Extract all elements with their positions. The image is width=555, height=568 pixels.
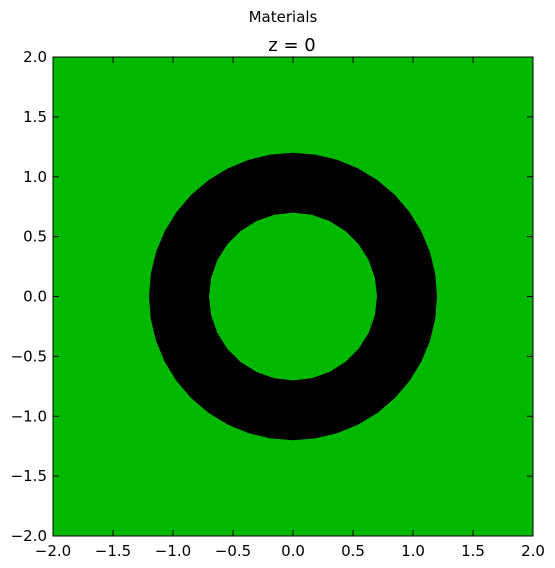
y-tick-label: −1.0 — [11, 407, 47, 425]
ring-material-region — [149, 152, 437, 441]
y-tick-label: 1.0 — [23, 168, 47, 186]
y-tick-label: 0.5 — [23, 228, 47, 246]
figure-suptitle: Materials — [249, 8, 318, 26]
x-tick-label: 2.0 — [521, 542, 545, 560]
x-tick-label: −0.5 — [215, 542, 251, 560]
x-tick-label: 1.5 — [461, 542, 485, 560]
y-tick-label: 1.5 — [23, 108, 47, 126]
plot-area — [53, 57, 533, 536]
y-tick-label: −0.5 — [11, 347, 47, 365]
x-tick-label: −2.0 — [35, 542, 71, 560]
x-tick-label: 1.0 — [401, 542, 425, 560]
background-material-region — [53, 57, 533, 536]
x-axis-ticks: −2.0 −1.5 −1.0 −0.5 0.0 0.5 1.0 1.5 2.0 — [35, 57, 545, 560]
x-tick-label: 0.0 — [281, 542, 305, 560]
x-tick-label: 0.5 — [341, 542, 365, 560]
y-tick-label: −2.0 — [11, 527, 47, 545]
y-tick-label: −1.5 — [11, 467, 47, 485]
y-tick-label: 0.0 — [23, 288, 47, 306]
axes-title: z = 0 — [268, 35, 315, 56]
x-tick-label: −1.5 — [95, 542, 131, 560]
y-tick-label: 2.0 — [23, 48, 47, 66]
y-axis-ticks: −2.0 −1.5 −1.0 −0.5 0.0 0.5 1.0 1.5 2.0 — [11, 48, 533, 545]
x-tick-label: −1.0 — [155, 542, 191, 560]
